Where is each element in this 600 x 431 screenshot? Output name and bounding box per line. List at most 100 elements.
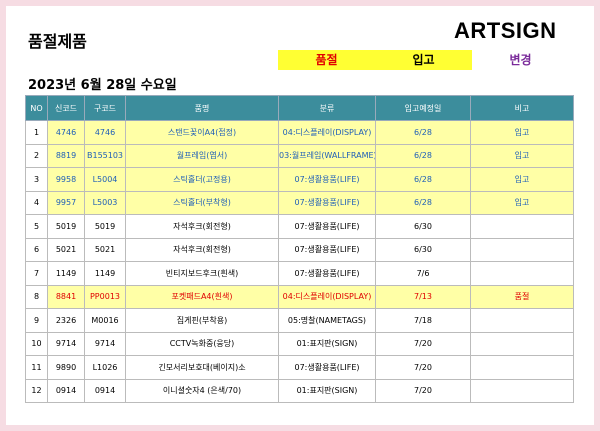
- table-cell: PP0013: [84, 284, 126, 309]
- table-cell: 1: [25, 120, 48, 145]
- table-cell: 6/28: [375, 167, 471, 192]
- column-header: NO: [25, 95, 48, 121]
- table: NO 신코드 구코드 품명 분류 입고예정일 비고 1 4746 4746 스탠드꽂이A4(접정)…: [25, 95, 574, 403]
- table-cell: 6/28: [375, 190, 471, 215]
- table-cell: 자석후크(회전형): [125, 214, 279, 239]
- table-cell: 07:생활용품(LIFE): [278, 237, 376, 262]
- header-row: NO 신코드 구코드 품명 분류 입고예정일 비고: [25, 95, 574, 121]
- table-cell: M0016: [84, 308, 126, 333]
- table-cell: 7/18: [375, 308, 471, 333]
- table-cell: 7/13: [375, 284, 471, 309]
- table-cell: 7: [25, 261, 48, 286]
- table-cell: 5019: [47, 214, 85, 239]
- column-header: 분류: [278, 95, 376, 121]
- table-cell: L5003: [84, 190, 126, 215]
- table-cell: 4746: [47, 120, 85, 145]
- table-cell: 9890: [47, 355, 85, 380]
- table-row: 8 8841 PP0013 포켓패드A4(흰색) 04:디스플레이(DISPLAY) 7/…: [25, 284, 574, 309]
- table-cell: 4746: [84, 120, 126, 145]
- table-cell: 6/28: [375, 120, 471, 145]
- table-row: 12 0914 0914 이니셜숫자4 (은색/70) 01:표지판(SIGN) 7/20: [25, 378, 574, 403]
- table-cell: 스틱홀더(부착형): [125, 190, 279, 215]
- table-cell: 4: [25, 190, 48, 215]
- table-cell: L1026: [84, 355, 126, 380]
- table-cell: 포켓패드A4(흰색): [125, 284, 279, 309]
- table-cell: 9958: [47, 167, 85, 192]
- date: 2023년 6월 28일 수요일: [28, 78, 177, 93]
- table-row: 10 9714 9714 CCTV녹화중(웅당) 01:표지판(SIGN) 7/20: [25, 331, 574, 356]
- column-header: 비고: [470, 95, 574, 121]
- table-cell: 7/20: [375, 355, 471, 380]
- table-cell: 07:생활용품(LIFE): [278, 355, 376, 380]
- table-cell: [470, 308, 574, 333]
- title: 품절제품: [28, 32, 87, 51]
- table-cell: 입고: [470, 143, 574, 168]
- table-cell: 5021: [84, 237, 126, 262]
- table-cell: 10: [25, 331, 48, 356]
- table-cell: 5021: [47, 237, 85, 262]
- table-row: 11 9890 L1026 긴모서리보호대(베이지)소 07:생활용품(LIFE) 7/2…: [25, 355, 574, 380]
- table-cell: 8841: [47, 284, 85, 309]
- legend-item: 품절: [278, 50, 375, 70]
- table-cell: 입고: [470, 167, 574, 192]
- column-header: 구코드: [84, 95, 126, 121]
- legend-item: 변경: [472, 50, 569, 70]
- brand: ARTSIGN: [454, 18, 557, 43]
- table-cell: [470, 331, 574, 356]
- table-cell: 1149: [47, 261, 85, 286]
- table-cell: 12: [25, 378, 48, 403]
- table-cell: 스틱홀더(고정용): [125, 167, 279, 192]
- table-cell: 이니셜숫자4 (은색/70): [125, 378, 279, 403]
- sheet: 품절제품 ARTSIGN 품절 입고 변경 2023년 6월 28일 수요일 NO 신…: [6, 6, 594, 425]
- table-cell: 07:생활용품(LIFE): [278, 167, 376, 192]
- table-cell: 빈티지보드후크(흰색): [125, 261, 279, 286]
- table-cell: 월프레임(엽서): [125, 143, 279, 168]
- table-cell: 6/28: [375, 143, 471, 168]
- table-cell: 6: [25, 237, 48, 262]
- column-header: 품명: [125, 95, 279, 121]
- table-cell: 3: [25, 167, 48, 192]
- table-cell: 9: [25, 308, 48, 333]
- table-cell: 04:디스플레이(DISPLAY): [278, 284, 376, 309]
- table-cell: CCTV녹화중(웅당): [125, 331, 279, 356]
- table-cell: [470, 214, 574, 239]
- table-cell: B155103: [84, 143, 126, 168]
- table-cell: 0914: [84, 378, 126, 403]
- table-cell: 05:명찰(NAMETAGS): [278, 308, 376, 333]
- table-cell: 8819: [47, 143, 85, 168]
- table-row: 7 1149 1149 빈티지보드후크(흰색) 07:생활용품(LIFE) 7/6: [25, 261, 574, 286]
- table-cell: 스탠드꽂이A4(접정): [125, 120, 279, 145]
- legend-item: 입고: [375, 50, 472, 70]
- table-row: 4 9957 L5003 스틱홀더(부착형) 07:생활용품(LIFE) 6/28 입고: [25, 190, 574, 215]
- table-cell: 품절: [470, 284, 574, 309]
- table-cell: 8: [25, 284, 48, 309]
- legend: 품절 입고 변경: [278, 50, 569, 70]
- column-header: 신코드: [47, 95, 85, 121]
- table-cell: [470, 378, 574, 403]
- table-cell: 03:월프레임(WALLFRAME): [278, 143, 376, 168]
- table-cell: 6/30: [375, 237, 471, 262]
- table-cell: 9714: [47, 331, 85, 356]
- table-cell: 5019: [84, 214, 126, 239]
- table-row: 3 9958 L5004 스틱홀더(고정용) 07:생활용품(LIFE) 6/28 입고: [25, 167, 574, 192]
- table-row: 5 5019 5019 자석후크(회전형) 07:생활용품(LIFE) 6/30: [25, 214, 574, 239]
- table-cell: L5004: [84, 167, 126, 192]
- table-cell: 6/30: [375, 214, 471, 239]
- table-cell: 11: [25, 355, 48, 380]
- table-row: 9 2326 M0016 집게핀(부착용) 05:명찰(NAMETAGS) 7/18: [25, 308, 574, 333]
- table-cell: 7/20: [375, 331, 471, 356]
- table-body: 1 4746 4746 스탠드꽂이A4(접정) 04:디스플레이(DISPLAY) 6/2…: [25, 120, 574, 403]
- table-cell: 7/20: [375, 378, 471, 403]
- table-cell: 07:생활용품(LIFE): [278, 214, 376, 239]
- table-cell: 9714: [84, 331, 126, 356]
- table-cell: 9957: [47, 190, 85, 215]
- table-cell: 01:표지판(SIGN): [278, 378, 376, 403]
- table-row: 1 4746 4746 스탠드꽂이A4(접정) 04:디스플레이(DISPLAY) 6/2…: [25, 120, 574, 145]
- table-cell: 04:디스플레이(DISPLAY): [278, 120, 376, 145]
- table-cell: 07:생활용품(LIFE): [278, 261, 376, 286]
- table-cell: 긴모서리보호대(베이지)소: [125, 355, 279, 380]
- table-cell: 1149: [84, 261, 126, 286]
- table-cell: 0914: [47, 378, 85, 403]
- table-cell: 01:표지판(SIGN): [278, 331, 376, 356]
